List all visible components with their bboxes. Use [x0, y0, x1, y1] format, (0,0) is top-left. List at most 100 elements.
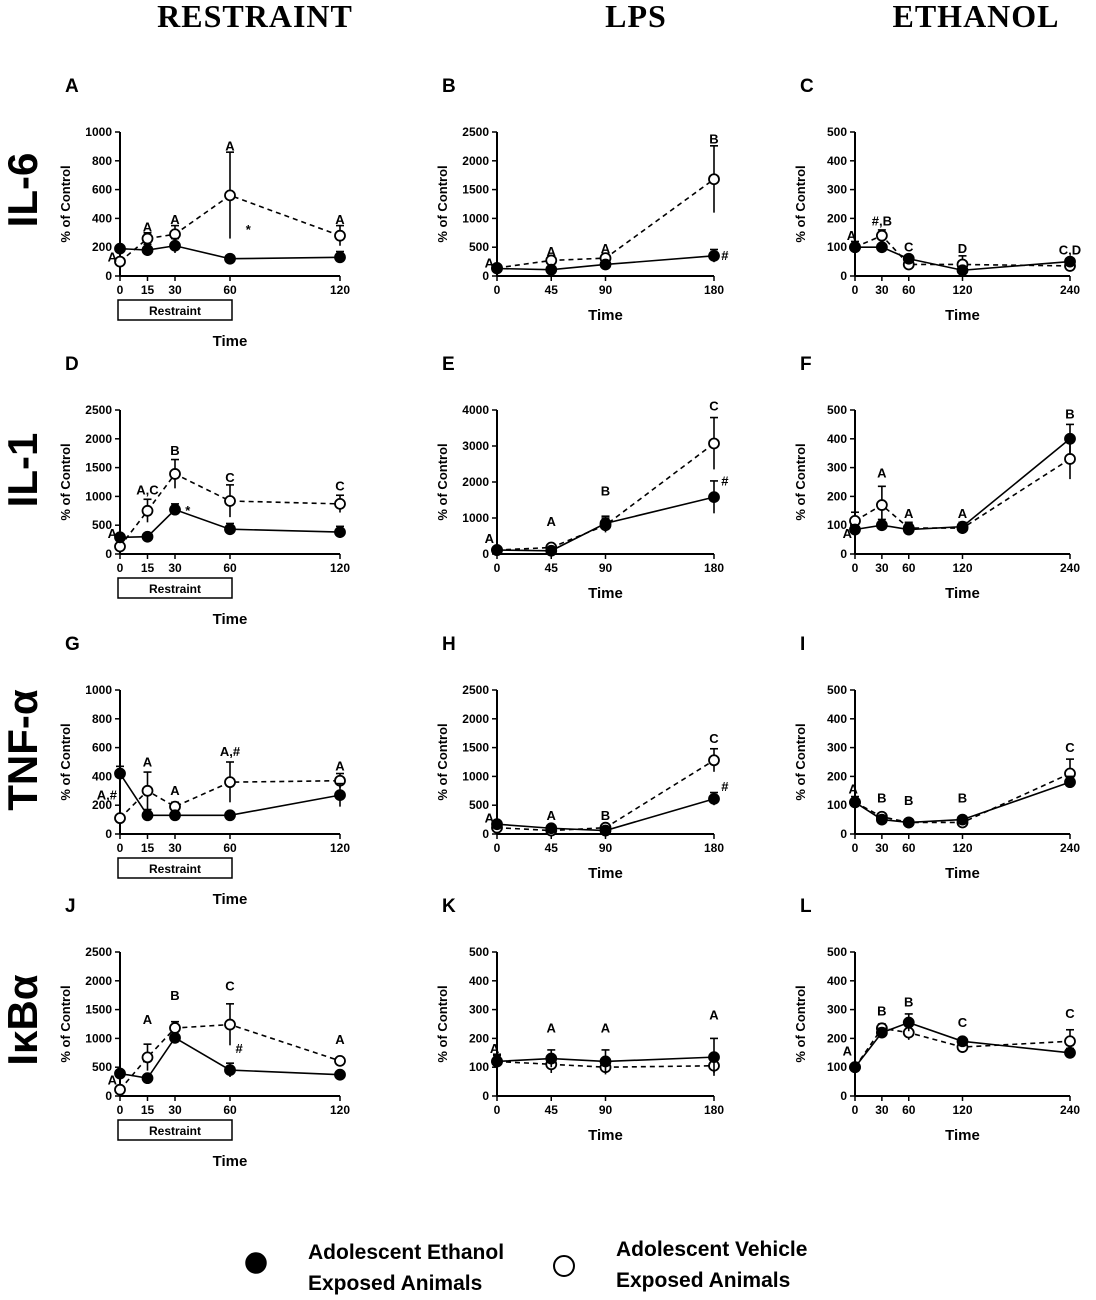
panel-d: D 0 500 1000 1500 2000 2500 0 15 30 60 120 % of Cont… — [58, 354, 350, 628]
ethanol-point — [599, 258, 612, 271]
y-tick-label: 1000 — [85, 125, 112, 139]
x-tick-label: 45 — [545, 1103, 559, 1117]
vehicle-point — [708, 173, 720, 186]
ethanol-series-line — [496, 1056, 715, 1063]
significance-label: B — [1065, 407, 1074, 422]
significance-label: A — [904, 506, 914, 521]
vehicle-point — [141, 784, 154, 797]
panel-letter: I — [800, 634, 805, 655]
ethanol-point — [902, 523, 915, 536]
significance-label: C — [709, 731, 719, 746]
x-axis-title: Time — [213, 1153, 248, 1170]
x-tick-label: 60 — [902, 841, 916, 855]
significance-label: A — [335, 759, 345, 774]
x-tick-label: 0 — [494, 283, 501, 297]
legend-vehicle-line1: Adolescent Vehicle — [616, 1238, 807, 1261]
y-tick-label: 3000 — [462, 439, 489, 453]
column-heading-restraint: RESTRAINT — [157, 0, 353, 34]
y-tick-label: 0 — [840, 827, 847, 841]
ethanol-point — [1064, 255, 1076, 268]
x-tick-label: 0 — [852, 283, 859, 297]
significance-label: B — [170, 443, 179, 458]
ethanol-point — [875, 241, 888, 254]
ethanol-point — [875, 519, 888, 532]
vehicle-point — [141, 232, 154, 245]
panel-letter: B — [442, 76, 456, 97]
significance-label: B — [958, 790, 967, 805]
significance-label: * — [246, 222, 252, 237]
x-tick-label: 0 — [852, 561, 859, 575]
ethanol-point — [599, 1055, 612, 1068]
restraint-period-label: Restraint — [149, 582, 201, 596]
ethanol-point — [224, 523, 236, 536]
x-tick-label: 0 — [494, 1103, 501, 1117]
y-tick-label: 800 — [92, 712, 112, 726]
legend-ethanol-marker — [245, 1252, 267, 1274]
significance-label: C — [958, 1015, 968, 1030]
significance-label: A — [170, 783, 180, 798]
significance-label: # — [721, 474, 729, 489]
panel-letter: H — [442, 634, 456, 655]
y-tick-label: 1000 — [462, 211, 489, 225]
restraint-period-label: Restraint — [149, 1124, 201, 1138]
y-tick-label: 1000 — [85, 489, 112, 503]
x-tick-label: 30 — [875, 841, 889, 855]
row-label-tnfa: TNF-α — [0, 689, 46, 811]
x-tick-label: 60 — [223, 1103, 237, 1117]
x-tick-label: 240 — [1060, 283, 1080, 297]
significance-label: # — [236, 1041, 244, 1056]
legend-vehicle-marker — [553, 1255, 575, 1277]
x-tick-label: 60 — [223, 561, 237, 575]
significance-label: A — [709, 1008, 719, 1023]
y-tick-label: 0 — [105, 547, 112, 561]
y-tick-label: 100 — [827, 518, 847, 532]
vehicle-point — [114, 812, 126, 825]
vehicle-point — [169, 228, 181, 241]
y-tick-label: 0 — [840, 269, 847, 283]
y-tick-label: 400 — [827, 712, 847, 726]
x-tick-label: 240 — [1060, 1103, 1080, 1117]
x-tick-label: 120 — [330, 841, 350, 855]
ethanol-point — [224, 252, 236, 265]
x-tick-label: 30 — [168, 1103, 182, 1117]
significance-label: B — [601, 808, 610, 823]
x-tick-label: 15 — [141, 1103, 155, 1117]
y-tick-label: 0 — [105, 827, 112, 841]
legend-ethanol-line1: Adolescent Ethanol — [308, 1241, 504, 1264]
y-tick-label: 1000 — [462, 511, 489, 525]
y-axis-title: % of Control — [435, 985, 450, 1062]
panel-letter: F — [800, 354, 812, 375]
y-tick-label: 400 — [827, 154, 847, 168]
x-tick-label: 90 — [599, 561, 613, 575]
vehicle-point — [334, 497, 346, 510]
ethanol-point — [169, 809, 181, 822]
x-tick-label: 120 — [952, 283, 972, 297]
significance-label: A,C — [136, 483, 159, 498]
ethanol-point — [114, 242, 126, 255]
y-tick-label: 1000 — [85, 683, 112, 697]
vehicle-point — [141, 504, 154, 517]
ethanol-point — [849, 796, 861, 809]
y-tick-label: 2000 — [85, 432, 112, 446]
ethanol-point — [141, 809, 154, 822]
y-tick-label: 0 — [840, 1089, 847, 1103]
y-tick-label: 200 — [827, 1031, 847, 1045]
ethanol-series-line — [496, 255, 715, 271]
restraint-period-box — [117, 1119, 233, 1141]
x-tick-label: 0 — [494, 561, 501, 575]
row-label-il1: IL-1 — [0, 433, 46, 508]
vehicle-point — [114, 1083, 126, 1096]
y-tick-label: 200 — [469, 1031, 489, 1045]
vehicle-point — [875, 499, 888, 511]
ethanol-point — [545, 822, 558, 835]
y-tick-label: 0 — [105, 269, 112, 283]
ethanol-point — [708, 792, 720, 805]
y-tick-label: 1500 — [85, 461, 112, 475]
x-axis-title: Time — [945, 865, 980, 882]
ethanol-point — [169, 239, 181, 252]
x-tick-label: 120 — [330, 283, 350, 297]
vehicle-point — [1064, 453, 1076, 465]
y-tick-label: 1500 — [462, 741, 489, 755]
y-tick-label: 200 — [827, 769, 847, 783]
significance-label: A — [877, 466, 887, 481]
